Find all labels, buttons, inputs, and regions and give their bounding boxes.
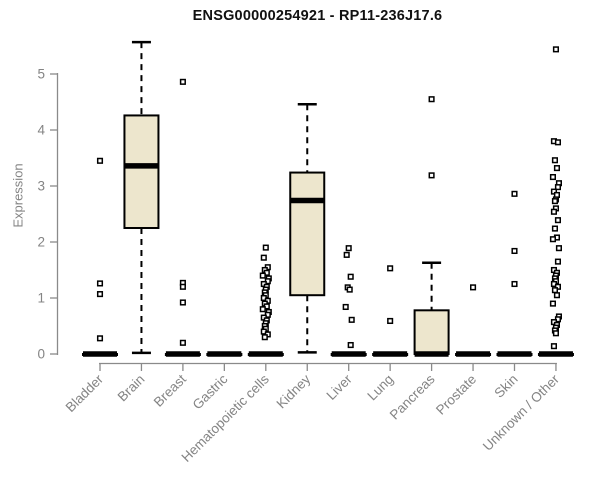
- outlier-point: [511, 247, 518, 255]
- outlier-point: [549, 300, 557, 307]
- outlier-point: [554, 217, 562, 224]
- outlier-point: [261, 334, 268, 341]
- x-tick-label: Bladder: [63, 371, 107, 415]
- x-tick-label: Unknown / Other: [480, 371, 563, 454]
- outlier-point: [549, 236, 557, 243]
- boxplot-breast: [164, 78, 201, 357]
- outlier-point: [96, 291, 104, 298]
- outlier-point: [554, 258, 562, 265]
- outlier-point: [511, 280, 518, 288]
- outlier-point: [179, 339, 186, 346]
- outlier-point: [555, 245, 563, 252]
- box: [413, 309, 450, 356]
- x-tick-label: Lung: [364, 372, 396, 404]
- y-tick-label: 5: [37, 67, 45, 82]
- y-tick-label: 3: [37, 179, 45, 194]
- x-tick-label: Skin: [491, 372, 520, 401]
- y-tick-label: 1: [37, 291, 45, 306]
- boxplot-skin: [496, 190, 533, 357]
- box: [289, 171, 326, 297]
- outlier-point: [551, 225, 559, 232]
- outlier-point: [260, 254, 267, 261]
- boxplot-kidney: [289, 102, 326, 354]
- boxplot-pancreas: [413, 96, 450, 357]
- x-tick-label: Gastric: [190, 371, 231, 412]
- outlier-point: [179, 299, 186, 306]
- outlier-point: [179, 283, 186, 290]
- boxplot-brain: [123, 40, 160, 355]
- y-tick-label: 2: [37, 235, 45, 250]
- x-tick-label: Kidney: [274, 371, 314, 411]
- x-tick-label: Brain: [115, 372, 148, 405]
- outlier-point: [96, 335, 104, 342]
- outlier-point: [550, 208, 558, 215]
- x-tick-label: Pancreas: [387, 371, 438, 422]
- outlier-point: [345, 245, 352, 252]
- outlier-point: [428, 96, 435, 103]
- outlier-point: [554, 139, 562, 146]
- outlier-point: [262, 244, 269, 251]
- outlier-point: [342, 303, 349, 311]
- outlier-point: [387, 317, 394, 325]
- boxplot-lung: [372, 265, 409, 357]
- outlier-point: [179, 78, 186, 85]
- boxplot-unknown-other: [537, 46, 574, 357]
- boxplot-liver: [330, 245, 367, 357]
- outlier-point: [553, 165, 561, 172]
- outlier-point: [259, 306, 266, 313]
- outlier-point: [549, 173, 557, 181]
- outlier-point: [550, 343, 558, 350]
- outlier-point: [346, 286, 353, 293]
- x-tick-label: Breast: [151, 371, 189, 409]
- outlier-point: [470, 284, 477, 291]
- chart-title: ENSG00000254921 - RP11-236J17.6: [192, 8, 443, 24]
- outlier-point: [387, 265, 394, 272]
- box: [123, 114, 160, 229]
- outlier-point: [511, 190, 518, 197]
- y-axis-label: Expression: [10, 163, 26, 228]
- boxplot-hematopoietic-cells: [247, 244, 284, 357]
- outlier-point: [348, 316, 355, 323]
- outlier-point: [347, 273, 354, 280]
- y-tick-label: 4: [37, 123, 45, 138]
- outlier-point: [551, 198, 559, 205]
- boxplot-gastric: [206, 351, 243, 357]
- outlier-point: [552, 330, 560, 337]
- outlier-point: [554, 184, 562, 191]
- outlier-point: [96, 157, 104, 164]
- y-tick-label: 0: [37, 347, 45, 362]
- outlier-point: [428, 172, 435, 179]
- outlier-point: [96, 280, 104, 287]
- outlier-point: [551, 157, 559, 164]
- boxplot-bladder: [82, 157, 118, 357]
- x-tick-label: Liver: [324, 371, 356, 403]
- outlier-point: [551, 287, 559, 294]
- outlier-point: [259, 272, 266, 279]
- boxplot-prostate: [455, 284, 492, 357]
- x-tick-label: Prostate: [433, 372, 479, 418]
- outlier-point: [347, 341, 354, 349]
- outlier-point: [343, 251, 350, 258]
- outlier-point: [553, 292, 561, 299]
- outlier-point: [552, 46, 560, 53]
